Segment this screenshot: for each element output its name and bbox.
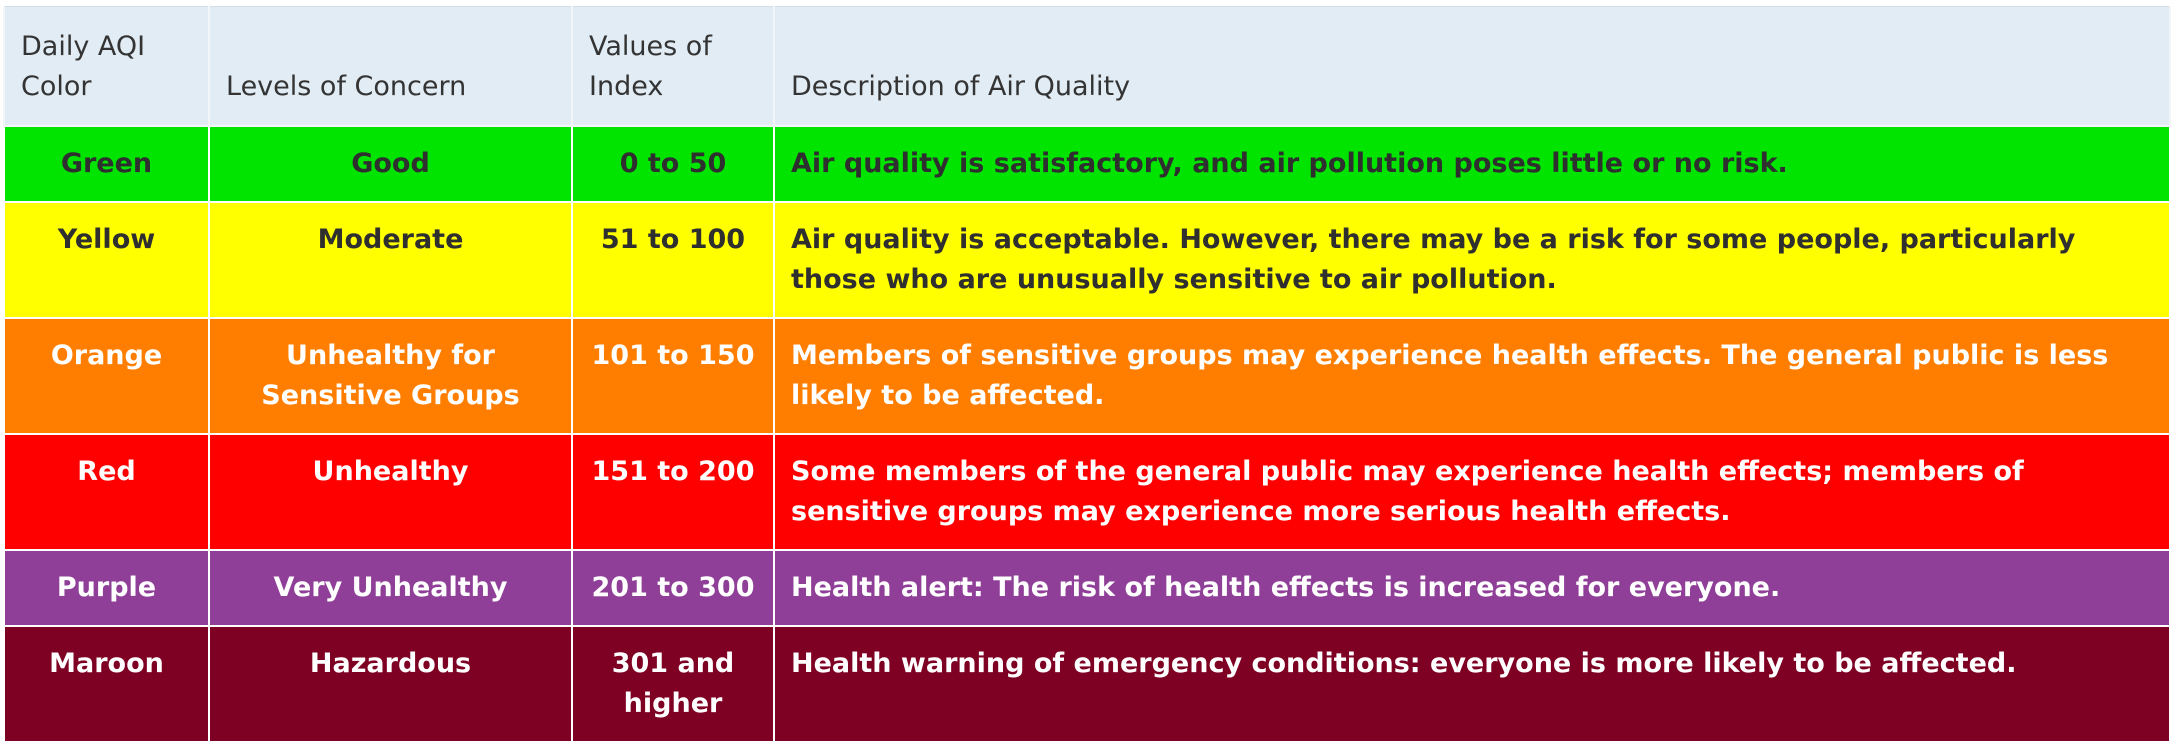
cell-values: 151 to 200 [571,433,775,551]
aqi-table: Daily AQI Color Levels of Concern Values… [3,6,2171,743]
cell-concern: Very Unhealthy [208,549,573,627]
aqi-table-body: Green Good 0 to 50 Air quality is satisf… [3,125,2171,743]
header-description: Description of Air Quality [773,6,2171,127]
cell-values: 201 to 300 [571,549,775,627]
cell-color: Red [3,433,210,551]
header-row: Daily AQI Color Levels of Concern Values… [3,6,2171,127]
cell-values: 51 to 100 [571,201,775,319]
cell-description: Members of sensitive groups may experien… [773,317,2171,435]
table-row-green: Green Good 0 to 50 Air quality is satisf… [3,125,2171,203]
cell-description: Air quality is satisfactory, and air pol… [773,125,2171,203]
header-daily-aqi-color: Daily AQI Color [3,6,210,127]
cell-concern: Unhealthy [208,433,573,551]
cell-concern: Hazardous [208,625,573,743]
cell-concern: Moderate [208,201,573,319]
table-row-red: Red Unhealthy 151 to 200 Some members of… [3,433,2171,551]
cell-color: Green [3,125,210,203]
aqi-table-container: Daily AQI Color Levels of Concern Values… [3,6,2171,743]
table-row-purple: Purple Very Unhealthy 201 to 300 Health … [3,549,2171,627]
cell-color: Purple [3,549,210,627]
cell-description: Some members of the general public may e… [773,433,2171,551]
header-levels-of-concern: Levels of Concern [208,6,573,127]
cell-concern: Good [208,125,573,203]
cell-values: 0 to 50 [571,125,775,203]
cell-color: Yellow [3,201,210,319]
cell-values: 301 and higher [571,625,775,743]
aqi-table-header: Daily AQI Color Levels of Concern Values… [3,6,2171,127]
cell-color: Orange [3,317,210,435]
cell-color: Maroon [3,625,210,743]
table-row-orange: Orange Unhealthy for Sensitive Groups 10… [3,317,2171,435]
cell-values: 101 to 150 [571,317,775,435]
table-row-yellow: Yellow Moderate 51 to 100 Air quality is… [3,201,2171,319]
cell-concern: Unhealthy for Sensitive Groups [208,317,573,435]
cell-description: Health warning of emergency conditions: … [773,625,2171,743]
cell-description: Air quality is acceptable. However, ther… [773,201,2171,319]
header-values-of-index: Values of Index [571,6,775,127]
cell-description: Health alert: The risk of health effects… [773,549,2171,627]
table-row-maroon: Maroon Hazardous 301 and higher Health w… [3,625,2171,743]
